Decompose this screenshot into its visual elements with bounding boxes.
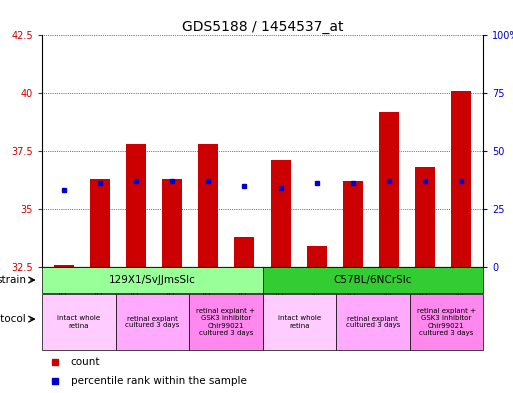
Bar: [162, 179, 182, 267]
Text: retinal explant
cultured 3 days: retinal explant cultured 3 days: [125, 316, 180, 329]
Text: retinal explant +
GSK3 inhibitor
Chir99021
cultured 3 days: retinal explant + GSK3 inhibitor Chir990…: [417, 309, 476, 336]
Bar: [189, 294, 263, 350]
Bar: [90, 179, 110, 267]
Bar: [343, 181, 363, 267]
Text: percentile rank within the sample: percentile rank within the sample: [71, 376, 247, 386]
Bar: [379, 112, 399, 267]
Text: strain: strain: [0, 275, 26, 285]
Bar: [409, 294, 483, 350]
Bar: [307, 246, 327, 267]
Text: retinal explant
cultured 3 days: retinal explant cultured 3 days: [346, 316, 400, 329]
Text: 129X1/SvJJmsSlc: 129X1/SvJJmsSlc: [109, 275, 195, 285]
Text: intact whole
retina: intact whole retina: [278, 316, 321, 329]
Text: C57BL/6NCrSlc: C57BL/6NCrSlc: [333, 275, 412, 285]
Bar: [271, 160, 290, 267]
Bar: [115, 294, 189, 350]
Title: GDS5188 / 1454537_at: GDS5188 / 1454537_at: [182, 20, 343, 34]
Bar: [415, 167, 435, 267]
Text: retinal explant +
GSK3 inhibitor
Chir99021
cultured 3 days: retinal explant + GSK3 inhibitor Chir990…: [196, 309, 255, 336]
Text: protocol: protocol: [0, 314, 26, 324]
Bar: [263, 267, 483, 293]
Bar: [42, 294, 115, 350]
Bar: [234, 237, 254, 267]
Bar: [54, 264, 74, 267]
Bar: [263, 294, 336, 350]
Bar: [199, 144, 218, 267]
Bar: [42, 267, 263, 293]
Bar: [126, 144, 146, 267]
Bar: [451, 91, 471, 267]
Text: count: count: [71, 356, 100, 367]
Bar: [336, 294, 409, 350]
Text: intact whole
retina: intact whole retina: [57, 316, 101, 329]
